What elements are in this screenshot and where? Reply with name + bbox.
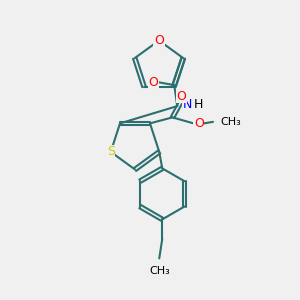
Text: O: O [177, 90, 186, 103]
Text: O: O [154, 34, 164, 47]
Text: H: H [194, 98, 203, 111]
Text: CH₃: CH₃ [149, 266, 170, 276]
Text: O: O [148, 76, 158, 88]
Text: N: N [183, 98, 192, 111]
Text: CH₃: CH₃ [220, 117, 241, 127]
Text: S: S [107, 146, 115, 158]
Text: O: O [194, 117, 204, 130]
